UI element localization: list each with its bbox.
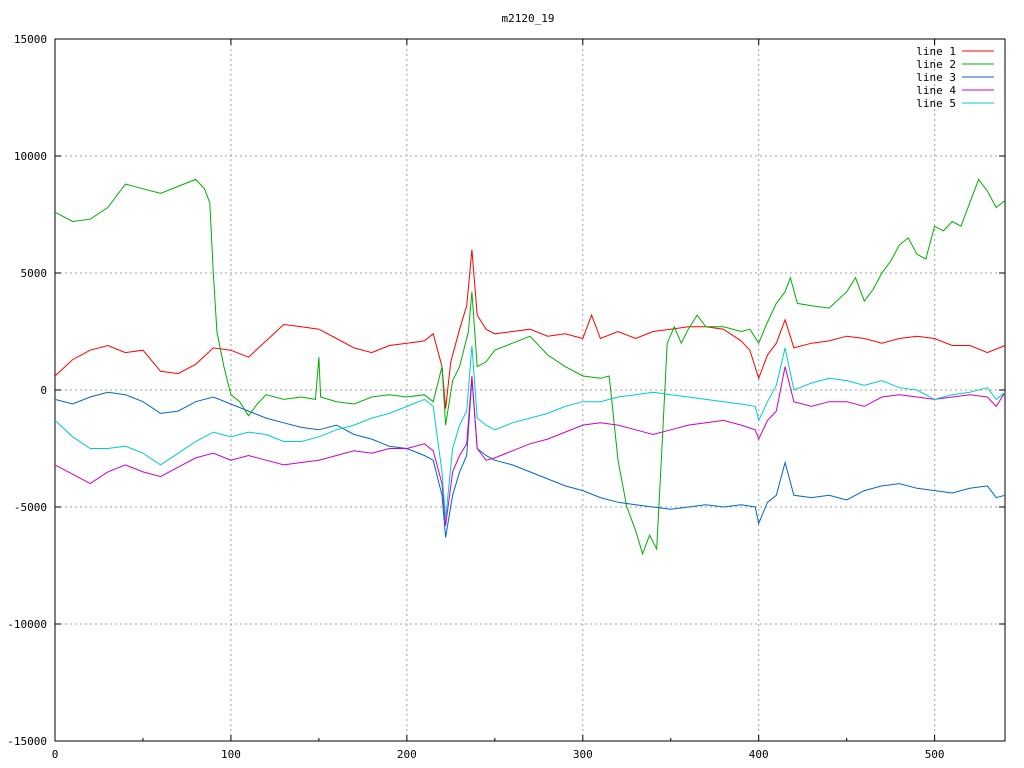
legend-label-5: line 5 (916, 97, 956, 110)
series-line-1 (54, 249, 1006, 409)
x-tick-label-5: 500 (925, 748, 945, 761)
x-tick-label-4: 400 (749, 748, 769, 761)
x-tick-label-3: 300 (573, 748, 593, 761)
y-tick-label-0: -15000 (7, 735, 47, 748)
y-tick-label-2: -5000 (14, 501, 47, 514)
series-line-4 (54, 366, 1006, 526)
series-group (54, 178, 1006, 556)
x-tick-label-2: 200 (397, 748, 417, 761)
y-tick-label-5: 10000 (14, 150, 47, 163)
chart-title: m2120_19 (502, 12, 555, 25)
y-tick-label-1: -10000 (7, 618, 47, 631)
x-tick-label-1: 100 (221, 748, 241, 761)
axes: 0 100 200 300 400 500 -15000 -10000 -5000 0 5000 10… (7, 33, 1006, 761)
y-tick-label-4: 5000 (21, 267, 48, 280)
legend-label-4: line 4 (916, 84, 956, 97)
legend-label-1: line 1 (916, 45, 956, 58)
y-tick-label-3: 0 (40, 384, 47, 397)
y-tick-label-6: 15000 (14, 33, 47, 46)
series-line-5 (54, 345, 1006, 519)
series-line-3 (54, 378, 1006, 538)
x-tick-label-0: 0 (52, 748, 59, 761)
grid (55, 39, 1005, 741)
legend-label-3: line 3 (916, 71, 956, 84)
legend-label-2: line 2 (916, 58, 956, 71)
series-line-2 (54, 178, 1006, 556)
